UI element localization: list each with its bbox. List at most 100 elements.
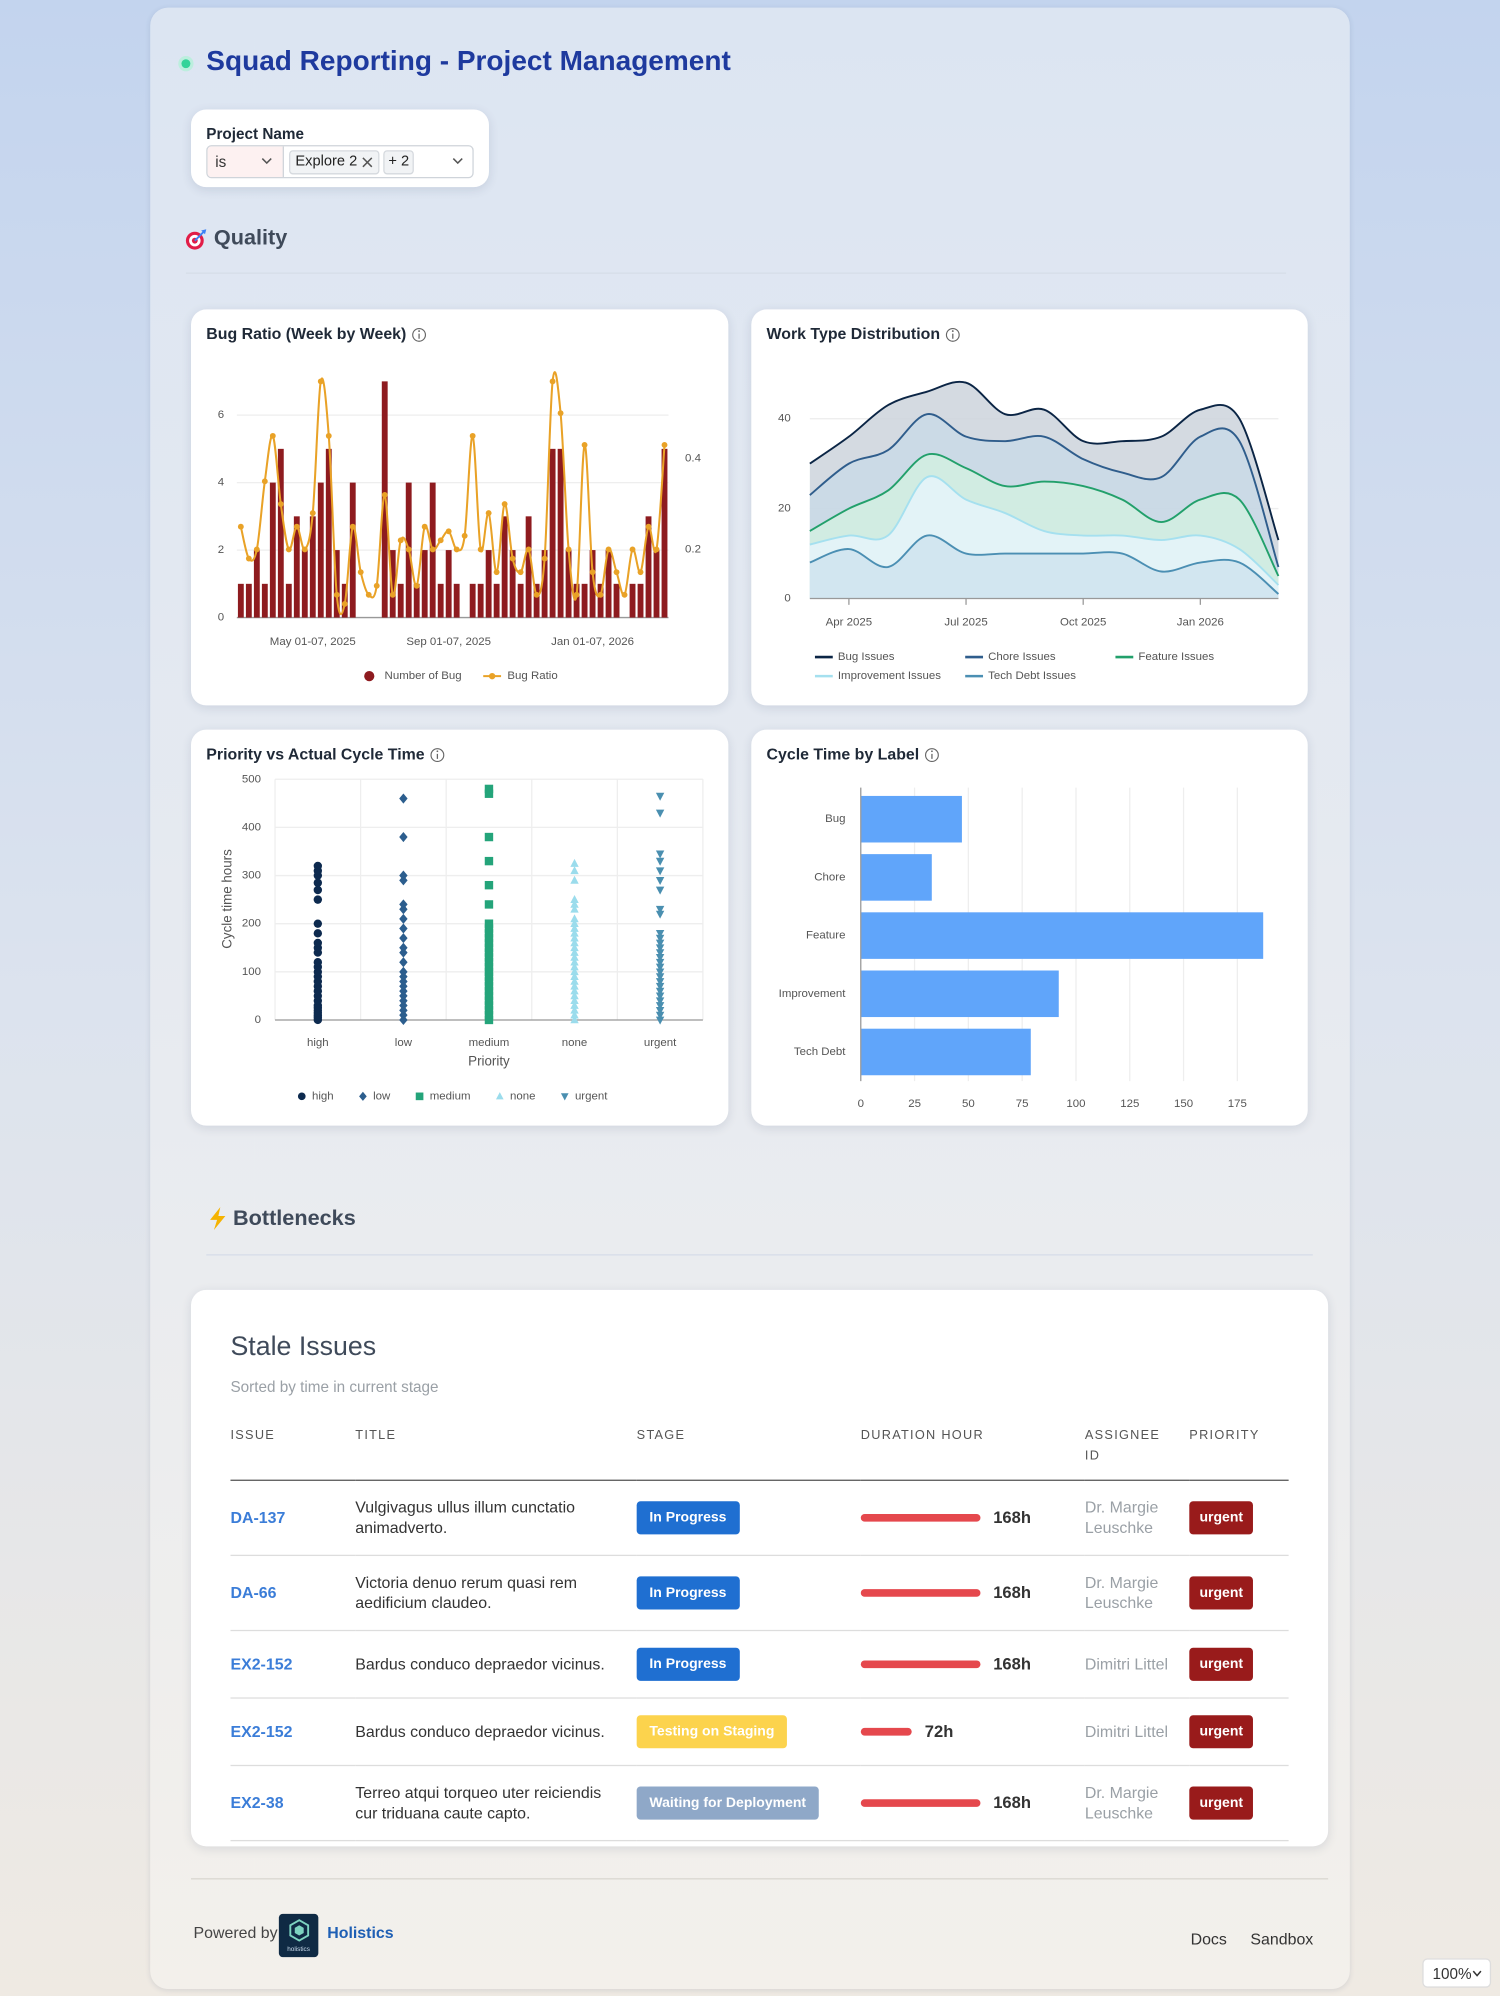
bar <box>533 583 540 618</box>
bar <box>565 550 572 618</box>
point <box>570 894 579 903</box>
point <box>570 943 579 952</box>
point <box>570 972 579 980</box>
issue-id[interactable]: DA-66 <box>230 1584 277 1602</box>
line-point <box>253 546 260 553</box>
duration-bar <box>860 1799 981 1807</box>
column-header: DURATION HOUR <box>860 1426 1085 1481</box>
chart: Priority vs Actual Cycle Time 0 100 200 300 4… <box>206 746 704 1102</box>
point <box>399 933 408 944</box>
chart-title: Work Type Distribution <box>767 326 941 343</box>
area <box>809 535 1279 599</box>
duration: 168h <box>860 1507 1075 1528</box>
table-row: EX2-152 Bardus conduco depraedor vicinus.… <box>230 1630 1289 1699</box>
cell: 72h <box>860 1698 1085 1767</box>
priority-badge: urgent <box>1189 1715 1254 1749</box>
chevron <box>261 157 272 165</box>
cell: urgent <box>1189 1630 1289 1699</box>
info-dot <box>951 330 954 332</box>
bar <box>581 583 588 618</box>
legend-marker <box>297 1092 306 1101</box>
point <box>399 923 408 934</box>
x-tick-label: May 01-07, 2025 <box>270 636 356 648</box>
stage-badge: Waiting for Deployment <box>636 1786 819 1820</box>
legend-label: Chore Issues <box>988 651 1056 663</box>
priority-badge: urgent <box>1189 1647 1254 1681</box>
y-tick-label: 500 <box>242 773 261 785</box>
y-tick-label: Bug <box>825 813 845 825</box>
point <box>313 929 323 938</box>
bar <box>253 550 260 618</box>
point <box>570 991 579 1000</box>
duration: 72h <box>860 1722 1075 1742</box>
chip[interactable]: Explore 2 <box>289 150 380 175</box>
y-tick-label: 2 <box>218 544 224 556</box>
x-tick-label: low <box>395 1037 413 1049</box>
info-icon <box>925 748 939 763</box>
point <box>655 1016 665 1025</box>
filter-control[interactable]: is Explore 2 + 2 <box>206 145 474 179</box>
quality-icon <box>185 229 207 250</box>
point <box>399 870 408 881</box>
chart: Cycle Time by Label 0 25 50 75 100 125 150 175 Bu… <box>767 746 1264 1110</box>
point <box>655 857 665 866</box>
cell: DA-66 <box>230 1555 356 1632</box>
more-chip[interactable]: + 2 <box>383 150 414 175</box>
x-tick-label: 75 <box>1016 1098 1029 1110</box>
y-tick-label: 200 <box>242 918 261 930</box>
column-header: ISSUE <box>230 1426 356 1481</box>
point <box>484 953 494 962</box>
zoom-select[interactable]: 100% <box>1422 1958 1492 1988</box>
logo[interactable]: holistics <box>278 1913 319 1958</box>
table-card: Stale Issues Sorted by time in current s… <box>191 1289 1329 1847</box>
duration-label: 168h <box>993 1507 1031 1527</box>
point <box>570 957 579 966</box>
cell: EX2-152 <box>230 1698 356 1767</box>
assignee: Dr. Margie Leuschke <box>1084 1480 1190 1557</box>
y2-tick-label: 0.2 <box>685 543 701 555</box>
chart-card: Work Type Distribution 0 20 40 Apr 2025 Jul 2… <box>751 309 1308 706</box>
line-point <box>653 546 660 553</box>
chart-card: Cycle Time by Label 0 25 50 75 100 125 150 175 Bu… <box>751 729 1308 1126</box>
issue-id[interactable]: DA-137 <box>230 1508 286 1527</box>
issue-id[interactable]: EX2-152 <box>230 1655 293 1674</box>
line-point <box>509 555 516 562</box>
operator-select[interactable]: is <box>207 146 284 177</box>
line-point <box>621 591 628 598</box>
table-wrap: ISSUE TITLE STAGE DURATION HOUR ASSIGNEE ID P… <box>230 1426 1289 1842</box>
line-point <box>573 591 580 598</box>
duration-label: 168h <box>993 1792 1031 1812</box>
chip-remove[interactable] <box>362 157 373 168</box>
footer-link[interactable]: Docs <box>1190 1930 1227 1949</box>
line-point <box>629 546 636 553</box>
y-tick-label: 20 <box>778 503 791 515</box>
brand[interactable]: Holistics <box>327 1924 394 1942</box>
y-tick-label: Chore <box>814 871 845 883</box>
footer-link[interactable]: Sandbox <box>1250 1930 1314 1949</box>
priority-badge: urgent <box>1189 1501 1254 1535</box>
x-tick-label: 100 <box>1066 1098 1085 1110</box>
bar <box>605 550 612 618</box>
issue-id[interactable]: EX2-152 <box>230 1722 293 1741</box>
issue-id[interactable]: EX2-38 <box>230 1794 284 1812</box>
legend-marker <box>495 1092 504 1100</box>
point <box>570 996 579 1005</box>
point <box>570 928 579 937</box>
bar <box>860 970 1059 1018</box>
line-point <box>581 442 588 448</box>
line-point <box>533 591 540 598</box>
point <box>655 877 665 885</box>
point <box>399 942 408 953</box>
assignee: Dr. Margie Leuschke <box>1084 1555 1190 1632</box>
bar <box>860 912 1264 959</box>
bar <box>349 482 356 618</box>
bar <box>421 550 428 618</box>
issue-title: Bardus conduco depraedor vicinus. <box>355 1698 637 1767</box>
stage-badge: In Progress <box>636 1647 740 1681</box>
legend-label: Bug Issues <box>838 651 895 663</box>
duration-bar <box>860 1727 913 1736</box>
point <box>655 1002 665 1011</box>
chart-card: Bug Ratio (Week by Week) 0 2 4 6 0.2 0.4 May 01… <box>191 309 729 706</box>
point <box>570 914 579 923</box>
bar <box>557 448 564 618</box>
